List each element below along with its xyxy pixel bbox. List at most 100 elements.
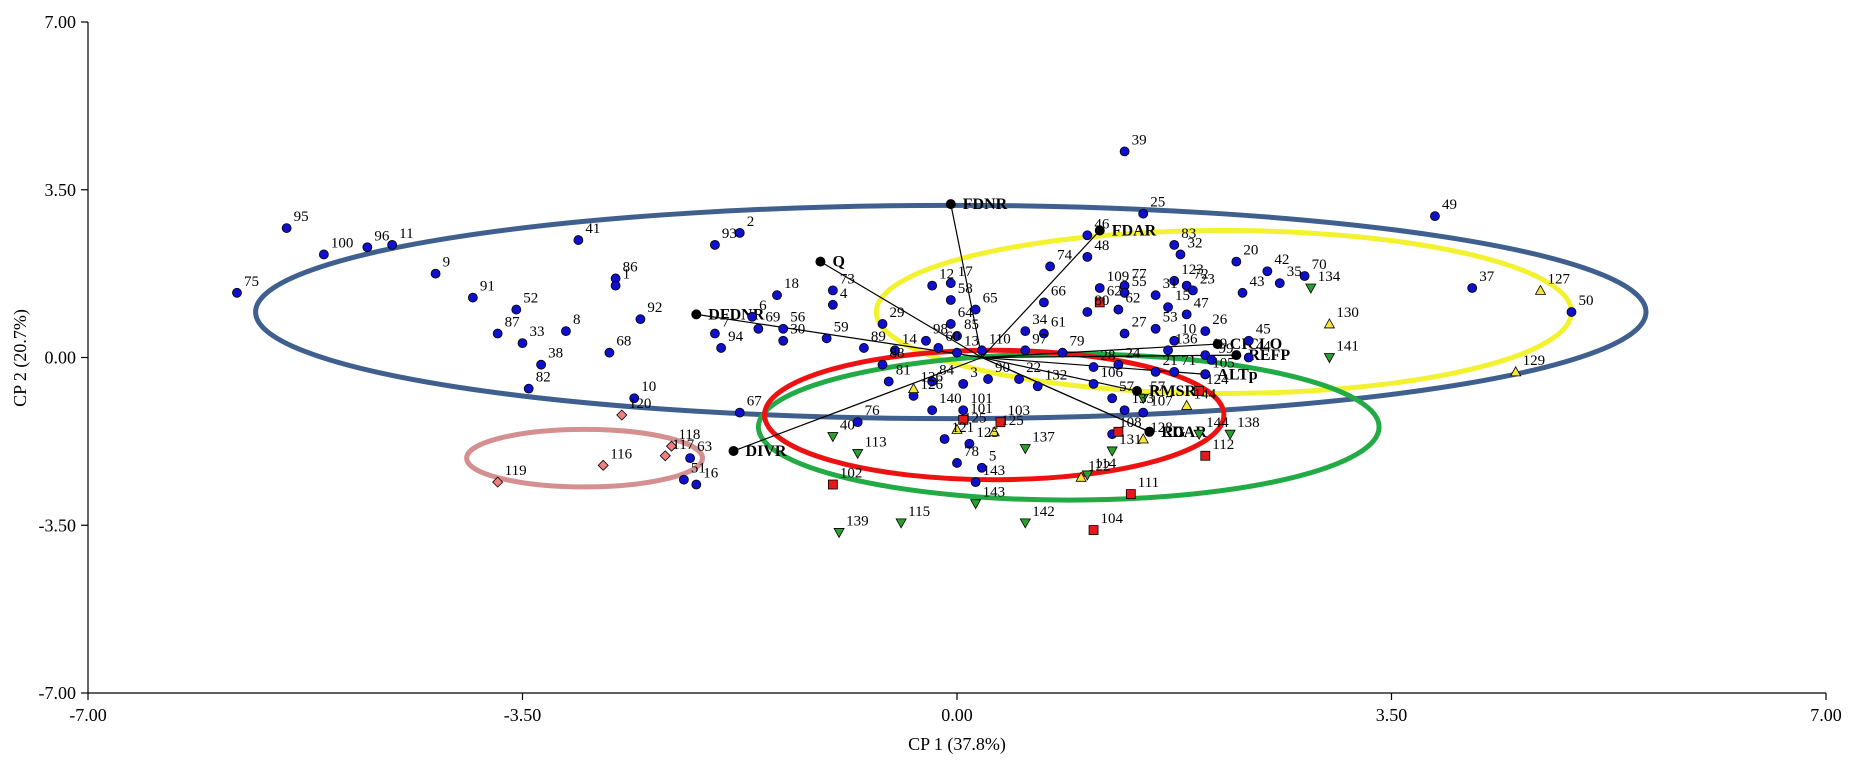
point-label: 63 — [697, 439, 712, 455]
data-point — [1206, 354, 1217, 365]
variable-endpoint — [1212, 339, 1223, 350]
point-label: 96 — [374, 228, 390, 244]
point-label: 28 — [1101, 348, 1116, 364]
point-label: 62 — [1107, 283, 1122, 299]
point-label: 115 — [908, 504, 930, 520]
point-label: 60 — [945, 329, 960, 345]
point-label: 80 — [1094, 293, 1109, 309]
data-point — [945, 278, 956, 289]
data-point — [1119, 405, 1130, 416]
point-label: 14 — [902, 331, 918, 347]
point-label: 102 — [840, 466, 863, 482]
point-label: 123 — [1181, 262, 1204, 278]
data-point — [1169, 366, 1180, 377]
point-label: 113 — [865, 434, 887, 450]
point-label: 1 — [623, 267, 631, 283]
point-label: 18 — [784, 276, 799, 292]
scatter-points — [232, 146, 1577, 539]
data-point — [778, 323, 789, 334]
point-label: 98 — [933, 322, 948, 338]
point-label: 143 — [983, 485, 1006, 501]
data-point — [1088, 378, 1099, 389]
point-label: 37 — [1479, 269, 1495, 285]
point-label: 41 — [585, 221, 600, 237]
data-point — [1082, 230, 1093, 241]
point-label: 75 — [244, 274, 259, 290]
point-label: 46 — [1094, 216, 1110, 232]
data-point — [1163, 302, 1173, 313]
point-label: 32 — [1187, 235, 1202, 251]
data-point — [629, 393, 640, 404]
data-point — [1194, 386, 1204, 396]
x-axis-label: CP 1 (37.8%) — [908, 734, 1006, 755]
point-label: 10 — [1181, 322, 1196, 338]
variable-label: FDNR — [963, 196, 1008, 213]
x-tick-label: 0.00 — [941, 705, 973, 725]
point-label: 126 — [921, 370, 944, 386]
point-label: 92 — [647, 300, 662, 316]
variable-vectors: FDNRFDARQDFDNRDIVRCICLOREFPALTpRMSRLDARR… — [691, 196, 1290, 460]
point-label: 20 — [1243, 243, 1258, 259]
data-point — [1231, 256, 1242, 267]
point-label: 95 — [294, 209, 309, 225]
point-label: 144 — [1194, 386, 1217, 402]
point-label: 91 — [480, 279, 495, 295]
data-point — [511, 304, 522, 315]
point-label: 57 — [1150, 379, 1166, 395]
data-point — [747, 311, 758, 322]
data-point — [995, 417, 1006, 428]
data-point — [1107, 393, 1118, 404]
point-label: 84 — [939, 362, 955, 378]
point-label: 51 — [691, 461, 706, 477]
data-point — [877, 319, 888, 329]
data-point — [734, 227, 745, 238]
point-label: 34 — [1032, 312, 1048, 328]
point-label: 111 — [1138, 475, 1159, 491]
point-label: 27 — [1132, 315, 1148, 331]
data-point — [858, 343, 869, 353]
point-label: 50 — [1579, 293, 1594, 309]
point-label: 120 — [629, 396, 652, 412]
y-tick-label: 0.00 — [45, 348, 77, 368]
point-label: 94 — [728, 329, 744, 345]
data-point — [772, 290, 782, 301]
point-label: 55 — [1132, 274, 1147, 290]
point-label: 99 — [1218, 341, 1233, 357]
point-label: 66 — [1051, 283, 1067, 299]
y-axis-label: CP 2 (20.7%) — [10, 309, 31, 407]
point-label: 104 — [1101, 511, 1124, 527]
data-point — [827, 479, 838, 490]
point-label: 48 — [1094, 238, 1109, 254]
x-tick-label: 7.00 — [1810, 705, 1842, 725]
point-label: 56 — [790, 310, 806, 326]
data-point — [318, 249, 329, 260]
point-label: 44 — [1256, 339, 1272, 355]
point-label: 85 — [964, 317, 979, 333]
group-ellipse — [762, 347, 1227, 483]
data-point — [1082, 307, 1093, 317]
point-label: 81 — [896, 362, 911, 378]
point-label: 3 — [970, 365, 978, 381]
data-point — [1181, 309, 1192, 320]
data-point — [951, 423, 963, 434]
point-label: 71 — [1181, 353, 1196, 369]
data-point — [1075, 471, 1087, 482]
data-point — [753, 323, 764, 334]
data-point — [1094, 297, 1105, 308]
data-point — [958, 378, 969, 389]
data-point — [1187, 285, 1198, 296]
variable-endpoint — [691, 309, 702, 320]
axis-ticks: -7.00 -3.50 0.00 3.50 7.00 -7.00 -3.50 0.00 3.50… — [39, 12, 1842, 725]
group-ellipse — [253, 202, 1649, 422]
point-label: 139 — [846, 513, 869, 529]
data-point — [430, 268, 441, 279]
data-point — [281, 223, 292, 233]
data-point — [1237, 287, 1248, 298]
x-tick-label: -3.50 — [504, 705, 542, 725]
data-point — [852, 417, 863, 428]
data-point — [1323, 353, 1336, 364]
data-point — [597, 459, 609, 471]
variable-vector — [981, 354, 1237, 359]
point-label: 16 — [703, 466, 719, 482]
